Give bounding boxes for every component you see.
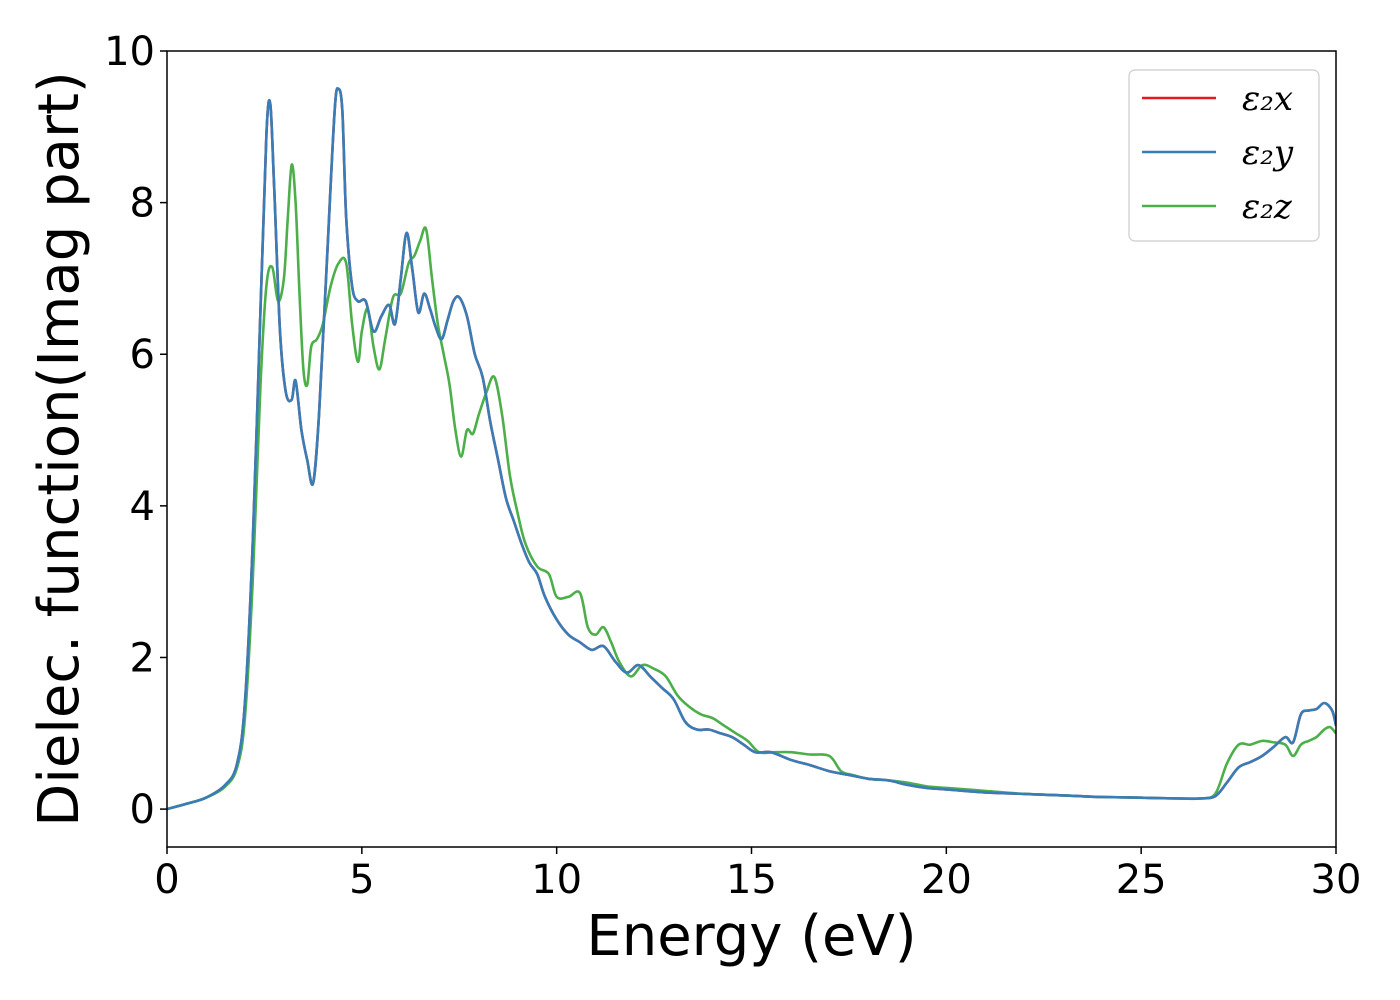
y-tick-label: 4: [130, 484, 155, 530]
x-tick-label: 20: [921, 857, 972, 903]
x-tick-label: 30: [1311, 857, 1362, 903]
y-tick-label: 0: [130, 787, 155, 833]
legend-entry-label: ε₂z: [1242, 187, 1293, 227]
y-tick-label: 8: [130, 181, 155, 227]
x-tick-label: 0: [154, 857, 179, 903]
x-tick-label: 10: [531, 857, 582, 903]
legend-box: [1128, 69, 1320, 242]
y-axis-label: Dielec. function(Imag part): [27, 71, 92, 827]
series-line-2: [167, 163, 1336, 811]
x-axis-label: Energy (eV): [586, 904, 916, 969]
x-tick-label: 5: [349, 857, 374, 903]
axis-ticks: 0 5 10 15 20 25 30 0 2 4 6 8 10: [104, 29, 1361, 903]
plot-area: [167, 87, 1336, 811]
legend-entry-label: ε₂y: [1242, 133, 1294, 173]
legend: ε₂x ε₂y ε₂z: [1128, 69, 1320, 242]
y-tick-label: 6: [130, 332, 155, 378]
legend-entry-label: ε₂x: [1242, 79, 1293, 119]
x-tick-label: 15: [726, 857, 777, 903]
y-tick-label: 10: [104, 29, 155, 75]
series-line-1: [167, 87, 1336, 811]
y-tick-label: 2: [130, 635, 155, 681]
x-tick-label: 25: [1116, 857, 1167, 903]
